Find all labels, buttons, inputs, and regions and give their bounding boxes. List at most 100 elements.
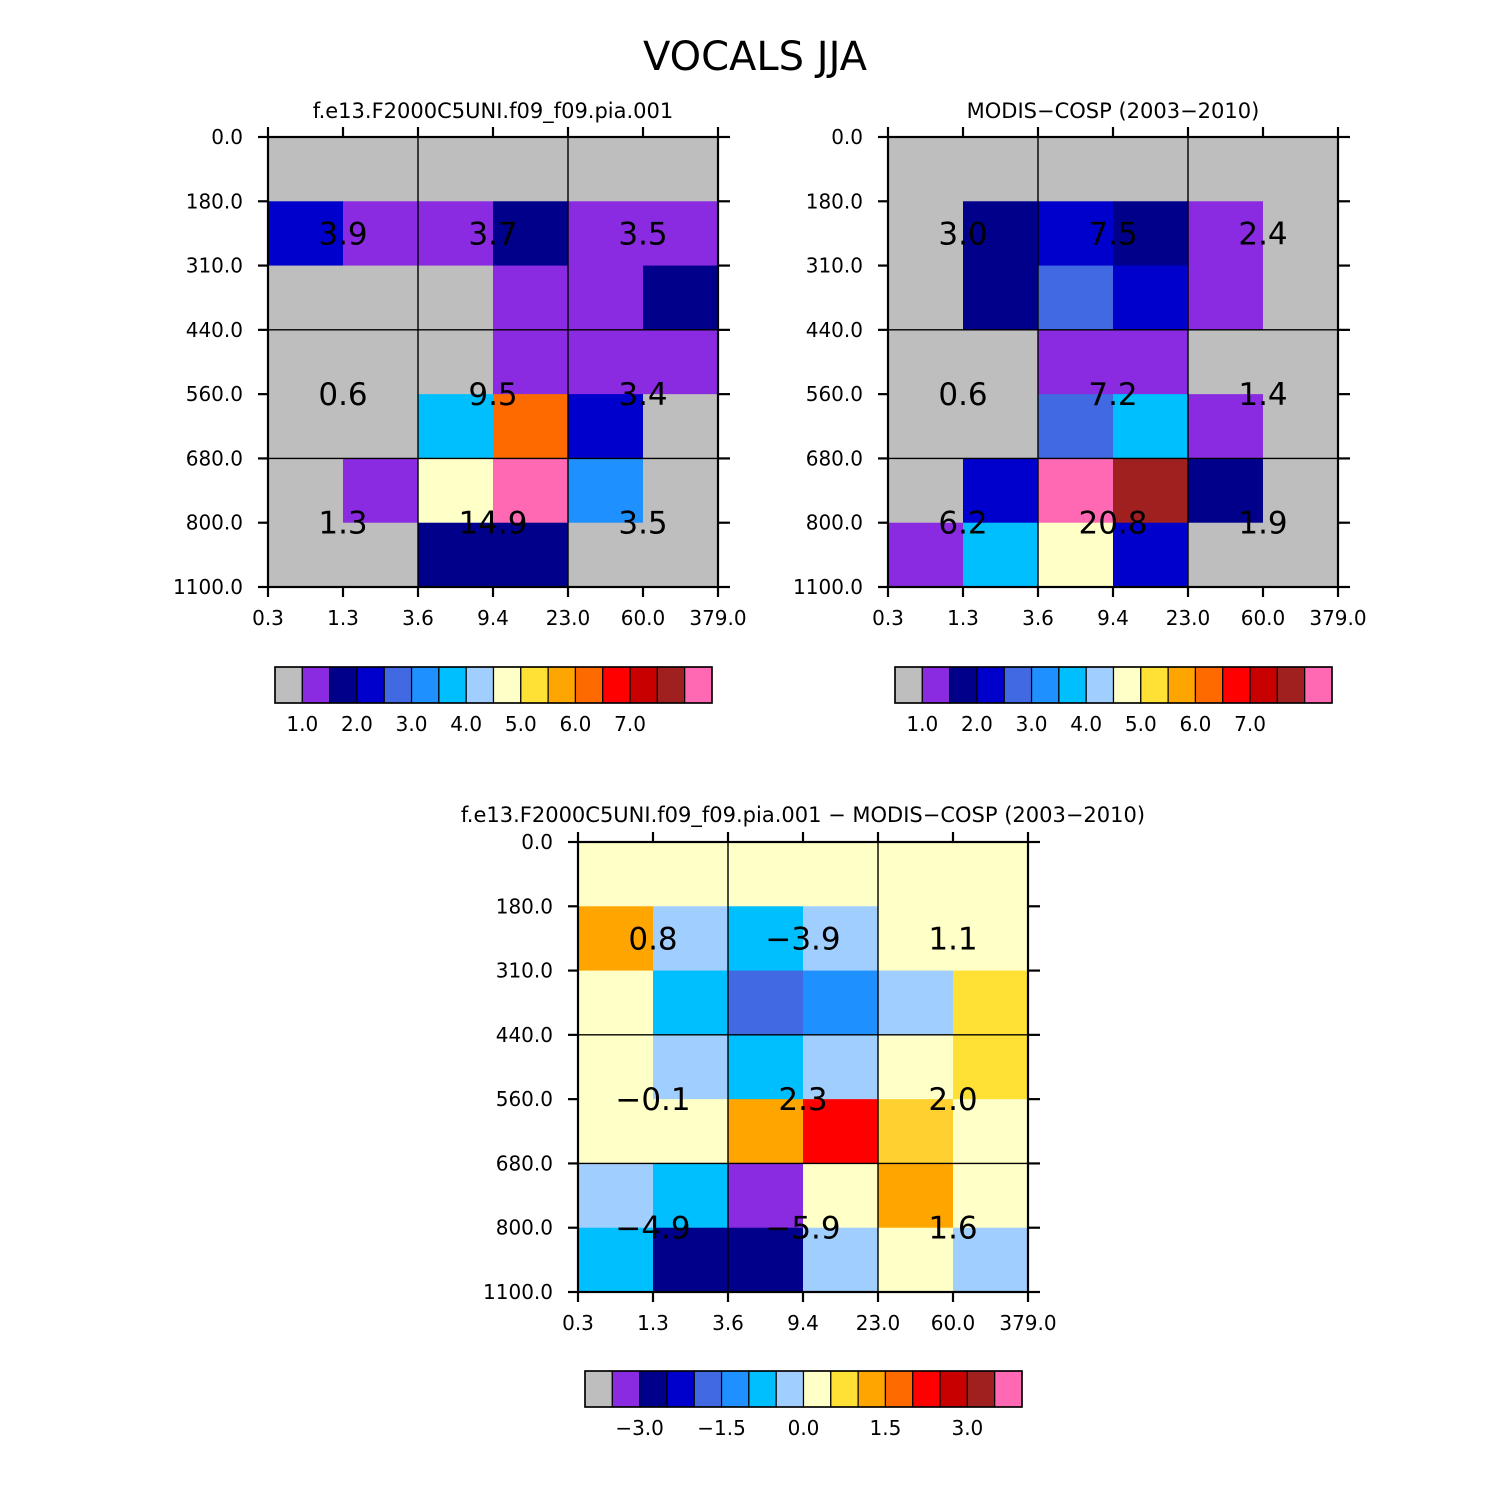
colorbar-swatch xyxy=(574,666,604,704)
heatmap-cell xyxy=(888,522,964,588)
colorbar-label: 1.0 xyxy=(286,712,318,736)
heatmap-cell xyxy=(578,1034,654,1100)
colorbar-frame xyxy=(274,666,713,704)
heatmap-cell xyxy=(803,842,879,907)
heatmap-cell xyxy=(268,265,344,331)
y-tick-label: 180.0 xyxy=(806,189,863,213)
block-value-label: 7.2 xyxy=(1088,377,1137,413)
heatmap-cell xyxy=(1038,265,1114,331)
x-tick-label: 60.0 xyxy=(931,1311,976,1335)
colorbar-swatch xyxy=(656,666,686,704)
block-value-label: 3.9 xyxy=(318,216,367,252)
y-tick-label: 0.0 xyxy=(831,125,863,149)
heatmap-cell xyxy=(888,265,964,331)
block-value-label: 1.9 xyxy=(1238,506,1287,542)
panel-title: MODIS−COSP (2003−2010) xyxy=(967,99,1260,123)
heatmap-cell xyxy=(643,458,719,524)
block-value-label: 1.4 xyxy=(1238,377,1287,413)
block-value-label: 3.5 xyxy=(618,506,667,542)
heatmap-cell xyxy=(343,265,419,331)
heatmap-cell xyxy=(1188,458,1264,524)
heatmap-cell xyxy=(653,842,729,907)
colorbar-swatch xyxy=(1140,666,1169,704)
colorbar-label: 6.0 xyxy=(560,712,592,736)
heatmap-cell xyxy=(1113,394,1189,459)
heatmap-cell xyxy=(963,137,1039,202)
y-tick-label: 0.0 xyxy=(521,830,553,854)
heatmap-cell xyxy=(803,1227,879,1293)
heatmap-panel-3: f.e13.F2000C5UNI.f09_f09.pia.001 − MODIS… xyxy=(461,803,1145,1440)
colorbar-swatch xyxy=(465,666,495,704)
x-tick-label: 60.0 xyxy=(1241,606,1286,630)
y-tick-label: 180.0 xyxy=(186,189,243,213)
heatmap-cell xyxy=(963,329,1039,395)
heatmap-cell xyxy=(1113,137,1189,202)
colorbar-swatch xyxy=(1112,666,1142,704)
x-tick-label: 9.4 xyxy=(787,1311,819,1335)
block-value-label: 0.6 xyxy=(318,377,367,413)
colorbar-swatch xyxy=(884,1370,914,1408)
heatmap-cell xyxy=(888,394,964,459)
heatmap-panel-2: MODIS−COSP (2003−2010) 3.0 7.5 2.4 0.6 7.2 1.4… xyxy=(793,99,1367,736)
block-value-label: 1.3 xyxy=(318,506,367,542)
heatmap-cell xyxy=(728,1099,804,1164)
block-value-label: −4.9 xyxy=(615,1211,690,1247)
heatmap-cell xyxy=(643,522,719,588)
heatmap-cell xyxy=(953,1227,1029,1293)
y-tick-label: 800.0 xyxy=(186,511,243,535)
heatmap-cell xyxy=(1038,394,1114,459)
heatmap-cell xyxy=(953,1099,1029,1164)
block-value-label: 0.8 xyxy=(628,921,677,957)
heatmap-cell xyxy=(963,201,1039,267)
y-tick-label: 310.0 xyxy=(496,959,553,983)
colorbar-label: 2.0 xyxy=(961,712,993,736)
y-tick-label: 800.0 xyxy=(806,511,863,535)
heatmap-cell xyxy=(493,201,569,267)
colorbar-swatch xyxy=(301,666,331,704)
colorbar-swatch xyxy=(921,666,951,704)
heatmap-cell xyxy=(888,201,964,267)
colorbar-swatch xyxy=(629,666,658,704)
heatmap-cell xyxy=(963,265,1039,331)
heatmap-cell xyxy=(343,137,419,202)
block-value-label: 1.6 xyxy=(928,1211,977,1247)
block-value-label: 20.8 xyxy=(1078,506,1147,542)
block-value-label: 6.2 xyxy=(938,506,987,542)
heatmap-cell xyxy=(878,1099,954,1164)
x-tick-label: 379.0 xyxy=(1309,606,1366,630)
heatmap-cell xyxy=(878,1034,954,1100)
heatmap-cell xyxy=(578,842,654,907)
colorbar-swatch xyxy=(912,1370,941,1408)
block-value-label: −0.1 xyxy=(615,1082,690,1118)
heatmap-cell xyxy=(418,201,494,267)
heatmap-cell xyxy=(1188,394,1264,459)
colorbar-swatch xyxy=(547,666,577,704)
heatmap-cell xyxy=(963,522,1039,588)
y-tick-label: 440.0 xyxy=(186,318,243,342)
colorbar-frame xyxy=(584,1370,1023,1408)
colorbar-swatch xyxy=(639,1370,668,1408)
heatmap-cell xyxy=(803,1099,879,1164)
heatmap-cell xyxy=(953,906,1029,972)
x-tick-label: 9.4 xyxy=(477,606,509,630)
heatmap-cell xyxy=(568,201,644,267)
heatmap-cell xyxy=(578,906,654,972)
block-value-label: 3.7 xyxy=(468,216,517,252)
heatmap-cell xyxy=(418,265,494,331)
heatmap-cell xyxy=(568,394,644,459)
colorbar-label: −1.5 xyxy=(697,1416,746,1440)
heatmap-cell xyxy=(653,1227,729,1293)
heatmap-cell xyxy=(878,1227,954,1293)
colorbar-swatch xyxy=(1222,666,1251,704)
colorbar-swatch xyxy=(976,666,1005,704)
colorbar-swatch xyxy=(1304,666,1333,704)
y-tick-label: 680.0 xyxy=(806,446,863,470)
colorbar-swatch xyxy=(1085,666,1115,704)
colorbar-label: 5.0 xyxy=(1125,712,1157,736)
heatmap-cell xyxy=(643,394,719,459)
colorbar: 1.0 2.0 3.0 4.0 5.0 6.0 7.0 xyxy=(274,666,713,736)
block-value-label: 2.4 xyxy=(1238,216,1287,252)
heatmap-cell xyxy=(963,458,1039,524)
y-tick-label: 1100.0 xyxy=(173,575,243,599)
heatmap-cell xyxy=(803,906,879,972)
